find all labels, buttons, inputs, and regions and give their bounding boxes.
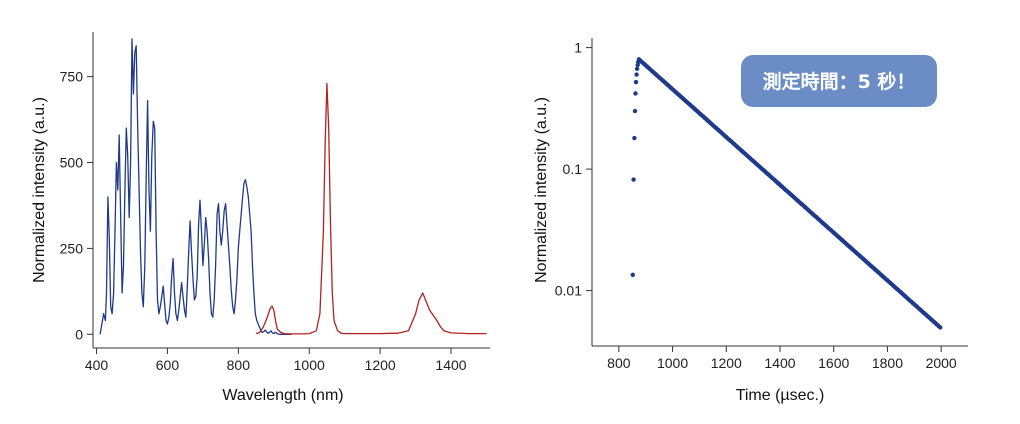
decay-x-tick-label: 1200 xyxy=(711,355,742,371)
decay-x-tick-label: 1000 xyxy=(657,355,688,371)
spectrum-y-tick-label: 250 xyxy=(60,240,84,256)
spectrum-x-tick-label: 400 xyxy=(85,357,109,373)
decay-ticks: 800 1000 1200 1400 1600 1800 2000 0.01 0.1 1 xyxy=(555,40,957,371)
spectrum-x-tick-label: 1000 xyxy=(294,357,325,373)
spectrum-series xyxy=(99,38,487,335)
spectrum-y-tick-label: 750 xyxy=(60,69,84,85)
spectrum-x-tick-label: 800 xyxy=(227,357,251,373)
decay-x-label: Time (µsec.) xyxy=(736,387,825,404)
spectrum-y-label: Normalized intensity (a.u.) xyxy=(31,97,48,283)
decay-chart: 800 1000 1200 1400 1600 1800 2000 0.01 0.1 1 Time… xyxy=(533,38,968,404)
spectrum-x-label: Wavelength (nm) xyxy=(222,387,343,404)
spectrum-line-visible xyxy=(99,38,292,335)
decay-x-tick-label: 2000 xyxy=(926,355,957,371)
decay-x-tick-label: 1600 xyxy=(818,355,849,371)
decay-y-label: Normalized intensity (a.u.) xyxy=(533,97,550,283)
spectrum-y-tick-label: 0 xyxy=(75,326,83,342)
decay-point xyxy=(631,177,636,182)
badge-background xyxy=(741,55,937,107)
decay-x-tick-label: 1800 xyxy=(872,355,903,371)
decay-y-tick-label: 1 xyxy=(574,40,582,56)
spectrum-x-tick-label: 1400 xyxy=(435,357,466,373)
decay-point xyxy=(633,79,639,85)
spectrum-y-tick-label: 500 xyxy=(60,155,84,171)
measurement-time-badge: 測定時間：5 秒！ xyxy=(741,55,937,107)
decay-series xyxy=(630,57,943,330)
decay-point xyxy=(632,108,638,114)
decay-point xyxy=(938,325,943,330)
decay-point xyxy=(630,272,635,277)
spectrum-x-tick-label: 1200 xyxy=(365,357,396,373)
decay-y-tick-label: 0.01 xyxy=(555,283,582,299)
decay-x-tick-label: 800 xyxy=(607,355,631,371)
decay-point xyxy=(634,72,639,77)
decay-point xyxy=(632,135,637,141)
decay-point xyxy=(633,91,638,96)
spectrum-line-nir xyxy=(255,82,487,335)
spectrum-x-tick-label: 600 xyxy=(156,357,180,373)
spectrum-chart: 400 600 800 1000 1200 1400 0 250 500 750 Waveleng… xyxy=(31,32,490,404)
badge-text: 測定時間：5 秒！ xyxy=(763,70,916,93)
decay-x-tick-label: 1400 xyxy=(764,355,795,371)
spectrum-ticks: 400 600 800 1000 1200 1400 0 250 500 750 xyxy=(60,69,467,373)
decay-y-tick-label: 0.1 xyxy=(563,161,583,177)
decay-point xyxy=(634,66,640,72)
